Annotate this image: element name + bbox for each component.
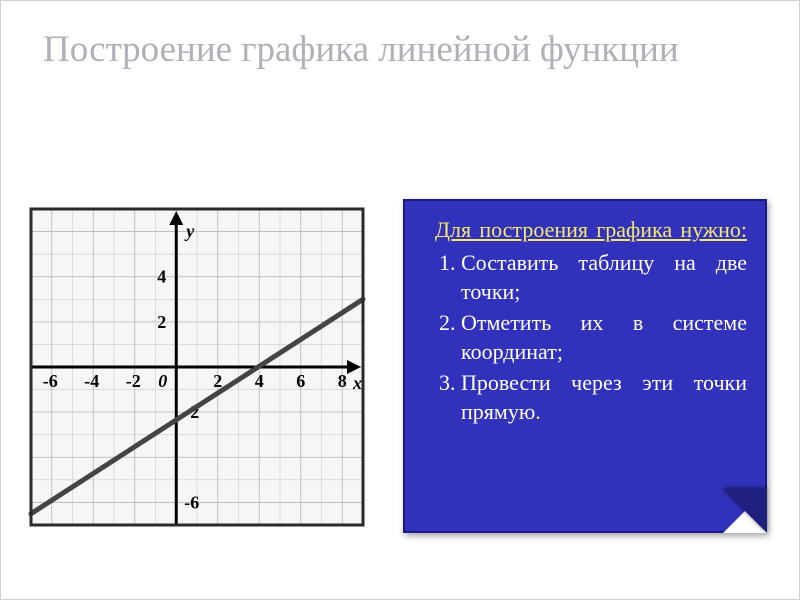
svg-text:x: x: [352, 373, 362, 393]
page-fold-decoration: [723, 489, 767, 533]
svg-text:8: 8: [338, 371, 347, 391]
instructions-list: Составить таблицу на две точки;Отметить …: [435, 248, 747, 426]
svg-text:2: 2: [157, 312, 166, 332]
instructions-step: Составить таблицу на две точки;: [461, 248, 747, 306]
chart-svg: xy0-6-4-2246824-2-6: [27, 205, 367, 529]
instructions-box: Для построения графика нужно: Составить …: [403, 199, 767, 533]
instructions-step: Провести через эти точки прямую: [461, 368, 747, 426]
svg-text:4: 4: [157, 267, 166, 287]
svg-text:-6: -6: [184, 492, 199, 512]
svg-text:y: y: [184, 221, 195, 241]
svg-text:6: 6: [296, 371, 305, 391]
svg-text:4: 4: [255, 371, 264, 391]
instructions-intro: Для построения графика нужно:: [435, 215, 747, 244]
svg-text:-2: -2: [126, 371, 141, 391]
svg-text:2: 2: [213, 371, 222, 391]
svg-text:-4: -4: [84, 371, 99, 391]
page-title: Построение графика линейной функции: [43, 29, 759, 72]
svg-text:0: 0: [158, 371, 167, 391]
linear-chart: xy0-6-4-2246824-2-6: [27, 205, 367, 529]
svg-text:-6: -6: [43, 371, 58, 391]
instructions-step: Отметить их в системе координат;: [461, 308, 747, 366]
